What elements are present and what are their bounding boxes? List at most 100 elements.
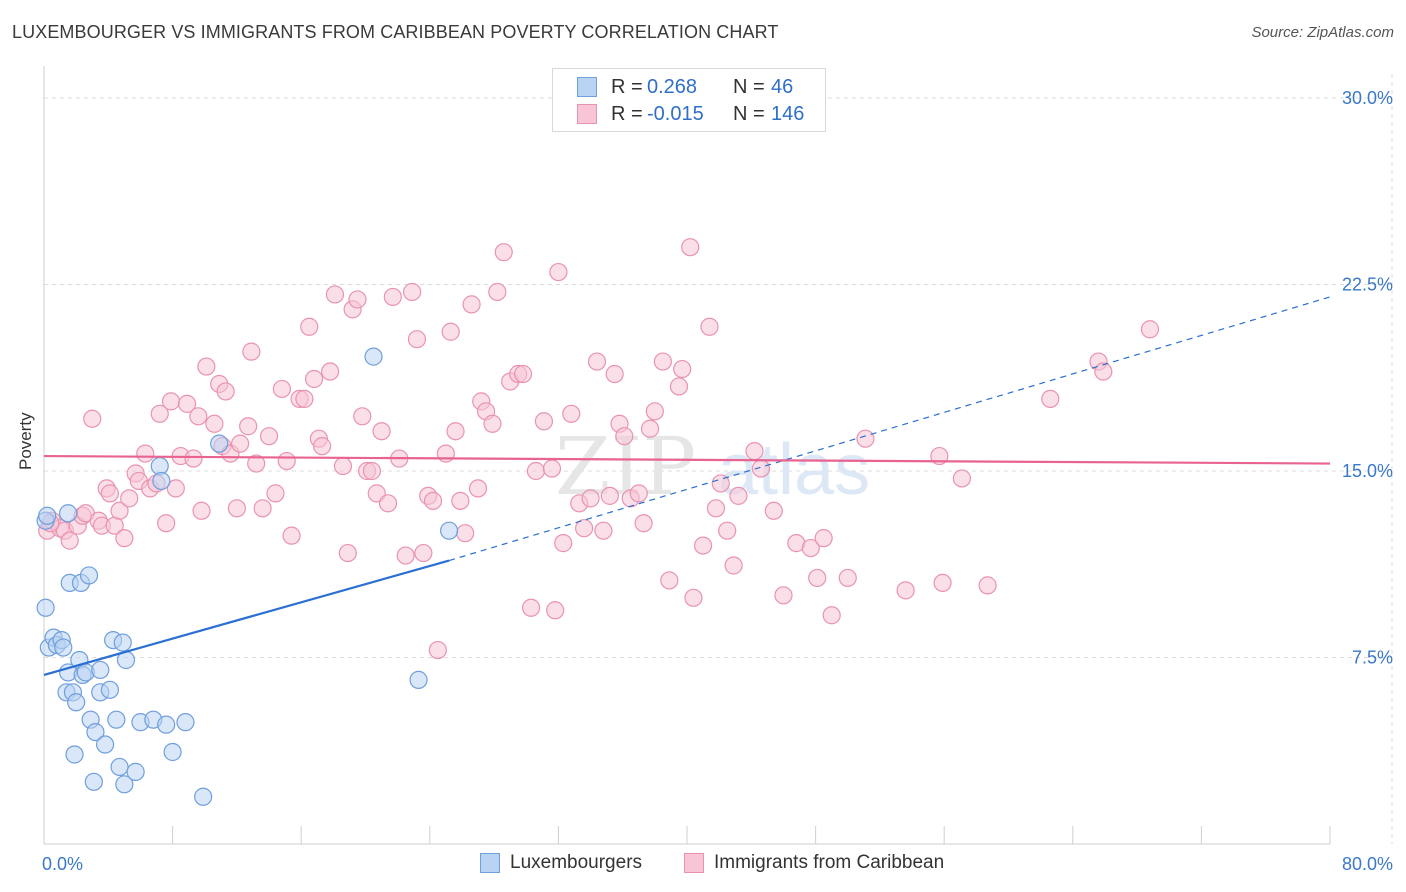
- caribbean-point: [814, 529, 833, 548]
- caribbean-point: [673, 359, 692, 379]
- caribbean-point: [483, 414, 502, 433]
- luxembourger-points: [36, 347, 459, 806]
- caribbean-point: [526, 461, 545, 481]
- caribbean-point: [304, 369, 324, 389]
- caribbean-point: [693, 536, 713, 555]
- luxembourger-point: [67, 693, 86, 712]
- legend-n-label: N =: [733, 75, 765, 98]
- caribbean-point: [362, 461, 382, 481]
- trendlines: [43, 296, 1331, 676]
- luxembourger-point: [194, 787, 213, 806]
- caribbean-point: [115, 529, 134, 548]
- caribbean-point: [451, 491, 470, 510]
- caribbean-point: [764, 501, 783, 520]
- luxembourger-point: [110, 757, 129, 777]
- caribbean-point: [745, 442, 764, 461]
- caribbean-point: [513, 364, 533, 384]
- caribbean-point: [629, 484, 648, 503]
- caribbean-point: [150, 404, 169, 423]
- caribbean-point: [259, 427, 279, 446]
- caribbean-point: [325, 285, 345, 304]
- caribbean-point: [372, 422, 391, 441]
- series-legend-caribbean: Immigrants from Caribbean: [684, 852, 944, 874]
- caribbean-point: [978, 576, 997, 595]
- legend-n-value: 46: [771, 75, 794, 98]
- y-tick-label: 30.0%: [1342, 88, 1393, 108]
- luxembourger-point: [54, 638, 73, 657]
- caribbean-point: [446, 422, 465, 441]
- caribbean-point: [546, 601, 565, 620]
- chart-title: LUXEMBOURGER VS IMMIGRANTS FROM CARIBBEA…: [12, 22, 779, 42]
- caribbean-point: [60, 531, 79, 550]
- caribbean-point: [227, 499, 246, 518]
- legend-r-value: 0.268: [647, 75, 698, 98]
- caribbean-point: [838, 568, 857, 588]
- caribbean-point: [423, 491, 443, 510]
- gridlines: [44, 74, 1393, 844]
- y-tick-label: 7.5%: [1352, 648, 1393, 668]
- legend-r-value: -0.015: [647, 102, 704, 125]
- caribbean-point: [724, 556, 743, 575]
- y-tick-label: 22.5%: [1342, 275, 1393, 295]
- tick-labels: 7.5% 15.0% 22.5% 30.0% 0.0% 80.0%: [42, 88, 1393, 874]
- caribbean-point: [1094, 362, 1113, 381]
- legend-n-label: N =: [733, 102, 765, 125]
- caribbean-point: [700, 317, 719, 336]
- caribbean-point: [441, 322, 460, 341]
- caribbean-point: [640, 419, 660, 438]
- luxembourger-point: [107, 710, 126, 729]
- caribbean-point: [774, 586, 793, 605]
- legend-r-label: R =: [611, 102, 643, 125]
- caribbean-point: [554, 534, 573, 553]
- caribbean-point: [587, 352, 607, 371]
- caribbean-point: [348, 290, 367, 309]
- caribbean-point: [462, 295, 481, 314]
- caribbean-point: [581, 489, 600, 508]
- caribbean-point: [718, 521, 737, 540]
- caribbean-point: [231, 434, 250, 453]
- caribbean-point: [634, 514, 653, 533]
- caribbean-point: [562, 404, 581, 423]
- caribbean-point: [295, 389, 314, 408]
- caribbean-points: [38, 238, 1160, 660]
- caribbean-point: [645, 402, 664, 421]
- caribbean-point: [428, 640, 447, 660]
- legend-row-caribbean: R = -0.015 N = 146: [577, 101, 804, 127]
- caribbean-point: [197, 357, 216, 376]
- luxembourger-point: [38, 506, 57, 525]
- luxembourger-point: [84, 772, 103, 791]
- luxembourger-point: [126, 762, 145, 781]
- caribbean-point: [157, 514, 176, 533]
- caribbean-point: [177, 394, 197, 413]
- caribbean-point: [801, 538, 820, 558]
- caribbean-point: [952, 469, 971, 488]
- luxembourger-point: [152, 471, 171, 491]
- caribbean-point: [333, 456, 353, 476]
- caribbean-point: [456, 524, 475, 543]
- luxembourger-point: [100, 680, 120, 699]
- caribbean-point: [247, 454, 266, 473]
- legend-r-label: R =: [611, 75, 643, 98]
- caribbean-point: [711, 474, 730, 493]
- caribbean-point: [136, 444, 155, 463]
- series-legend: Luxembourgers Immigrants from Caribbean: [0, 852, 1406, 878]
- legend-swatch-pink: [577, 104, 597, 124]
- caribbean-point: [253, 499, 272, 518]
- caribbean-point: [353, 407, 372, 426]
- caribbean-point: [660, 571, 679, 590]
- caribbean-point: [166, 479, 185, 498]
- caribbean-point: [856, 429, 875, 448]
- caribbean-point: [192, 501, 211, 520]
- caribbean-point: [542, 459, 562, 478]
- caribbean-point: [600, 486, 619, 505]
- source-credit: Source: ZipAtlas.com: [1251, 24, 1394, 41]
- luxembourger-point: [364, 347, 383, 366]
- caribbean-point: [808, 568, 827, 588]
- caribbean-point: [706, 499, 726, 518]
- caribbean-point: [277, 451, 296, 471]
- caribbean-point: [378, 494, 398, 513]
- luxembourger-point: [210, 434, 229, 453]
- caribbean-point: [184, 449, 203, 468]
- caribbean-point: [383, 287, 402, 307]
